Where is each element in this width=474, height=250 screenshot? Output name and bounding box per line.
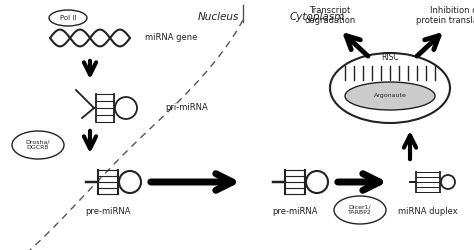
Text: Inhibition of
protein translation: Inhibition of protein translation bbox=[416, 6, 474, 25]
Ellipse shape bbox=[330, 53, 450, 123]
Ellipse shape bbox=[12, 131, 64, 159]
Text: Nucleus: Nucleus bbox=[197, 12, 239, 22]
Text: pre-miRNA: pre-miRNA bbox=[272, 207, 318, 216]
Text: miRNA duplex: miRNA duplex bbox=[398, 207, 458, 216]
Text: Dicer1/
TARBP2: Dicer1/ TARBP2 bbox=[348, 204, 372, 216]
Text: miRNA gene: miRNA gene bbox=[145, 34, 197, 42]
Ellipse shape bbox=[345, 82, 435, 110]
Text: Drosha/
DGCR8: Drosha/ DGCR8 bbox=[26, 140, 50, 150]
Text: Pol II: Pol II bbox=[60, 15, 76, 21]
Ellipse shape bbox=[49, 10, 87, 26]
Text: pre-miRNA: pre-miRNA bbox=[85, 207, 131, 216]
Text: Transcript
degradation: Transcript degradation bbox=[304, 6, 356, 25]
Ellipse shape bbox=[334, 196, 386, 224]
Text: RISC: RISC bbox=[381, 54, 399, 62]
Text: Argonaute: Argonaute bbox=[374, 94, 406, 98]
Text: pri-miRNA: pri-miRNA bbox=[165, 104, 208, 112]
Text: Cytoplasm: Cytoplasm bbox=[290, 12, 345, 22]
